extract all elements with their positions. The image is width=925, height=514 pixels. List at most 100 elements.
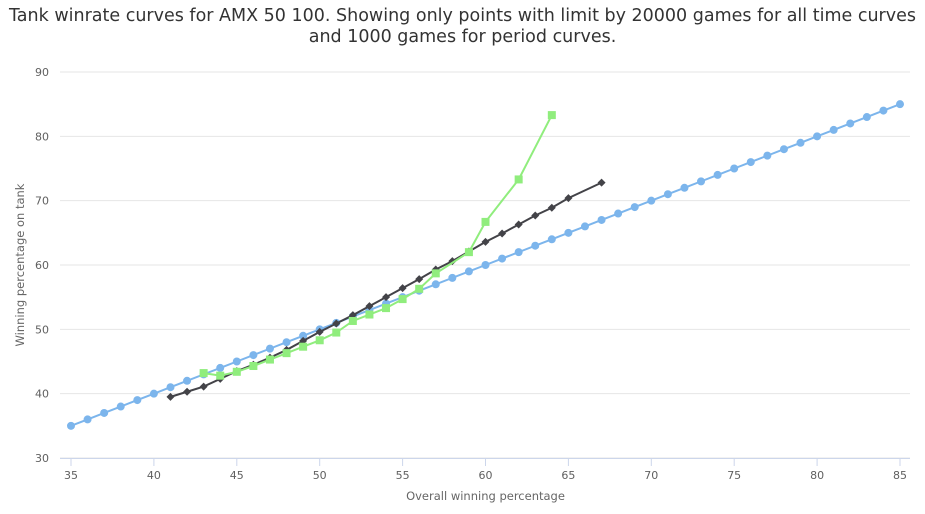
data-point[interactable] <box>332 328 341 337</box>
x-tick-label: 70 <box>644 469 658 482</box>
data-point[interactable] <box>498 229 507 238</box>
data-point[interactable] <box>547 111 556 120</box>
data-point[interactable] <box>183 387 192 396</box>
data-point[interactable] <box>232 357 241 366</box>
x-tick-label: 35 <box>64 469 78 482</box>
y-tick-label: 50 <box>35 323 49 336</box>
series-diamond <box>166 178 606 401</box>
x-tick-label: 60 <box>479 469 493 482</box>
data-point[interactable] <box>481 217 490 226</box>
data-point[interactable] <box>149 389 158 398</box>
data-point[interactable] <box>431 269 440 278</box>
series-group <box>67 100 904 430</box>
data-point[interactable] <box>846 119 855 128</box>
data-point[interactable] <box>365 302 374 311</box>
x-tick-label: 55 <box>396 469 410 482</box>
data-point[interactable] <box>779 145 788 154</box>
data-point[interactable] <box>282 338 291 347</box>
data-point[interactable] <box>879 106 888 115</box>
series-line <box>203 114 553 377</box>
data-point[interactable] <box>647 196 656 205</box>
data-point[interactable] <box>249 351 258 360</box>
data-point[interactable] <box>415 275 424 284</box>
data-point[interactable] <box>348 316 357 325</box>
data-point[interactable] <box>547 235 556 244</box>
data-point[interactable] <box>249 362 258 371</box>
data-point[interactable] <box>265 355 274 364</box>
data-point[interactable] <box>481 237 490 246</box>
series-square <box>199 111 556 380</box>
data-point[interactable] <box>382 293 391 302</box>
data-point[interactable] <box>299 331 308 340</box>
data-point[interactable] <box>67 421 75 430</box>
data-point[interactable] <box>282 349 291 358</box>
data-point[interactable] <box>232 367 241 376</box>
data-point[interactable] <box>83 415 92 424</box>
data-point[interactable] <box>896 100 904 109</box>
data-point[interactable] <box>746 158 755 167</box>
data-point[interactable] <box>365 310 374 319</box>
data-point[interactable] <box>813 132 822 141</box>
data-point[interactable] <box>514 175 523 184</box>
x-axis: 35 40 45 50 55 60 65 70 75 80 85 <box>60 458 910 482</box>
data-point[interactable] <box>166 392 175 401</box>
data-point[interactable] <box>614 209 623 218</box>
data-point[interactable] <box>862 113 871 122</box>
data-point[interactable] <box>531 211 540 220</box>
data-point[interactable] <box>763 151 772 160</box>
y-tick-label: 90 <box>35 66 49 79</box>
y-axis: 30 40 50 60 70 80 90 <box>35 66 49 465</box>
data-point[interactable] <box>547 203 556 212</box>
data-point[interactable] <box>166 383 175 392</box>
data-point[interactable] <box>630 203 639 212</box>
data-point[interactable] <box>216 371 225 380</box>
data-point[interactable] <box>382 304 391 313</box>
data-point[interactable] <box>564 194 573 203</box>
data-point[interactable] <box>464 267 473 276</box>
data-point[interactable] <box>315 336 324 345</box>
data-point[interactable] <box>299 342 308 351</box>
data-point[interactable] <box>398 295 407 304</box>
data-point[interactable] <box>431 280 440 289</box>
data-point[interactable] <box>116 402 125 411</box>
data-point[interactable] <box>730 164 739 173</box>
data-point[interactable] <box>597 215 606 224</box>
data-point[interactable] <box>564 228 573 237</box>
x-tick-label: 45 <box>230 469 244 482</box>
data-point[interactable] <box>680 183 689 192</box>
data-point[interactable] <box>199 369 208 378</box>
data-point[interactable] <box>531 241 540 250</box>
data-point[interactable] <box>514 248 523 257</box>
data-point[interactable] <box>216 363 225 372</box>
data-point[interactable] <box>580 222 589 231</box>
data-point[interactable] <box>829 125 838 134</box>
chart-title: Tank winrate curves for AMX 50 100. Show… <box>9 6 916 47</box>
data-point[interactable] <box>199 382 208 391</box>
data-point[interactable] <box>697 177 706 186</box>
data-point[interactable] <box>796 138 805 147</box>
data-point[interactable] <box>481 261 490 269</box>
data-point[interactable] <box>498 254 507 263</box>
y-tick-label: 70 <box>35 195 49 208</box>
y-tick-label: 40 <box>35 388 49 401</box>
data-point[interactable] <box>100 408 109 417</box>
x-axis-title: Overall winning percentage <box>406 489 565 503</box>
x-tick-label: 75 <box>727 469 741 482</box>
data-point[interactable] <box>713 170 722 179</box>
data-point[interactable] <box>265 344 274 353</box>
data-point[interactable] <box>332 319 341 328</box>
data-point[interactable] <box>133 396 142 405</box>
y-tick-label: 30 <box>35 452 49 465</box>
data-point[interactable] <box>597 178 606 187</box>
data-point[interactable] <box>183 376 192 385</box>
x-tick-label: 80 <box>810 469 824 482</box>
data-point[interactable] <box>514 220 523 229</box>
data-point[interactable] <box>415 284 424 293</box>
data-point[interactable] <box>398 284 407 293</box>
data-point[interactable] <box>464 248 473 257</box>
data-point[interactable] <box>663 190 672 199</box>
data-point[interactable] <box>315 327 324 336</box>
data-point[interactable] <box>448 273 457 282</box>
